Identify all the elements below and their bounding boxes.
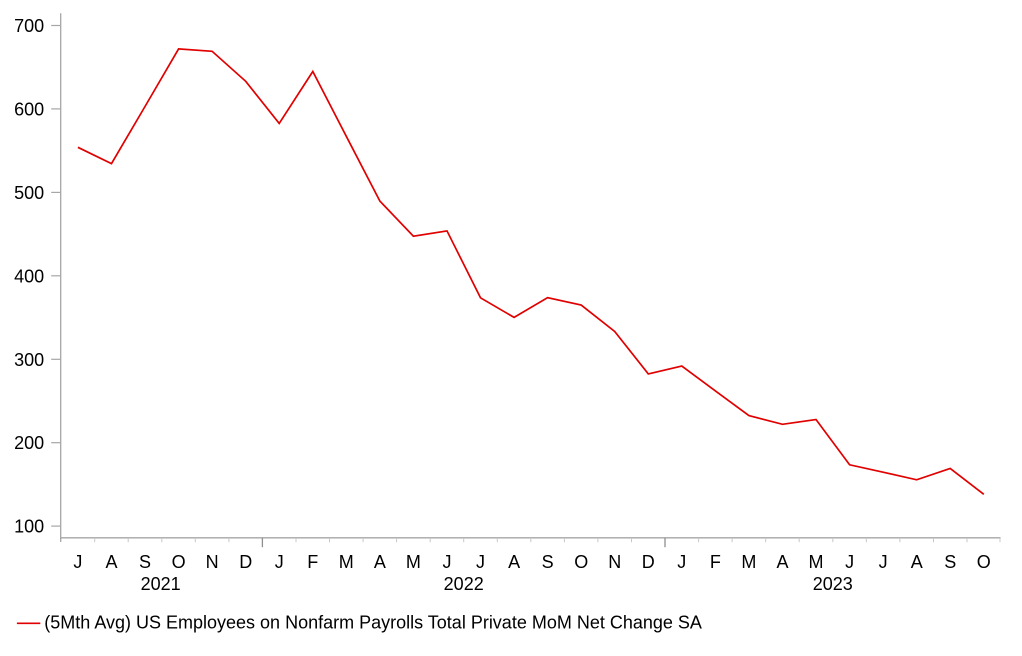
svg-text:O: O	[574, 552, 588, 572]
svg-text:S: S	[944, 552, 956, 572]
svg-text:200: 200	[14, 433, 44, 453]
svg-text:F: F	[710, 552, 721, 572]
svg-text:J: J	[73, 552, 82, 572]
svg-text:300: 300	[14, 350, 44, 370]
svg-text:J: J	[476, 552, 485, 572]
svg-text:D: D	[642, 552, 655, 572]
svg-text:2021: 2021	[141, 574, 181, 594]
svg-text:2023: 2023	[813, 574, 853, 594]
svg-text:A: A	[776, 552, 788, 572]
svg-text:A: A	[911, 552, 923, 572]
svg-text:M: M	[406, 552, 421, 572]
svg-text:S: S	[542, 552, 554, 572]
svg-text:M: M	[741, 552, 756, 572]
svg-text:500: 500	[14, 183, 44, 203]
svg-text:D: D	[239, 552, 252, 572]
svg-text:J: J	[879, 552, 888, 572]
svg-text:O: O	[977, 552, 991, 572]
svg-text:J: J	[275, 552, 284, 572]
svg-text:J: J	[443, 552, 452, 572]
svg-text:A: A	[105, 552, 117, 572]
svg-text:J: J	[845, 552, 854, 572]
svg-text:N: N	[206, 552, 219, 572]
svg-text:100: 100	[14, 517, 44, 537]
svg-text:F: F	[307, 552, 318, 572]
svg-text:M: M	[339, 552, 354, 572]
svg-text:O: O	[172, 552, 186, 572]
svg-text:A: A	[374, 552, 386, 572]
svg-text:2022: 2022	[444, 574, 484, 594]
svg-text:S: S	[139, 552, 151, 572]
svg-text:A: A	[508, 552, 520, 572]
svg-text:600: 600	[14, 99, 44, 119]
svg-text:700: 700	[14, 16, 44, 36]
svg-text:J: J	[677, 552, 686, 572]
svg-text:M: M	[809, 552, 824, 572]
svg-text:(5Mth Avg) US Employees on Non: (5Mth Avg) US Employees on Nonfarm Payro…	[44, 612, 702, 632]
svg-text:N: N	[608, 552, 621, 572]
svg-text:400: 400	[14, 266, 44, 286]
